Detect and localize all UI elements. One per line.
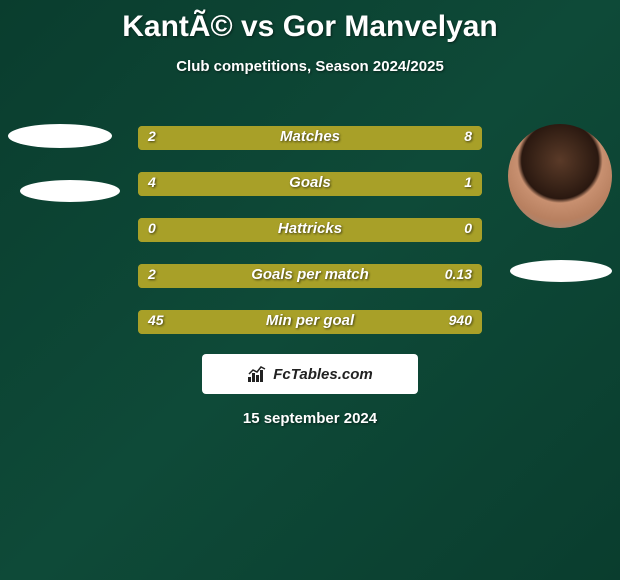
player-left-avatar: [8, 124, 112, 148]
stats-container: 28Matches 41Goals 00Hattricks 20.13Goals pe…: [138, 126, 482, 356]
player-right-avatar: [508, 124, 612, 228]
stat-row: 20.13Goals per match: [138, 264, 482, 288]
stat-row: 41Goals: [138, 172, 482, 196]
player-right-flag: [510, 260, 612, 282]
page-subtitle: Club competitions, Season 2024/2025: [0, 58, 620, 75]
logo-text: FcTables.com: [273, 366, 372, 383]
page-title: KantÃ© vs Gor Manvelyan: [0, 0, 620, 44]
logo-box[interactable]: FcTables.com: [202, 354, 418, 394]
stat-label: Min per goal: [138, 312, 482, 329]
stat-row: 45940Min per goal: [138, 310, 482, 334]
stat-label: Goals: [138, 174, 482, 191]
player-left-flag: [20, 180, 120, 202]
stat-label: Hattricks: [138, 220, 482, 237]
stat-label: Goals per match: [138, 266, 482, 283]
stat-row: 00Hattricks: [138, 218, 482, 242]
date-text: 15 september 2024: [0, 410, 620, 427]
stat-row: 28Matches: [138, 126, 482, 150]
chart-icon: [247, 365, 269, 383]
stat-label: Matches: [138, 128, 482, 145]
